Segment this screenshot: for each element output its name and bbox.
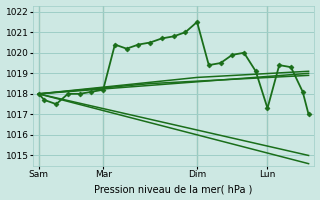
X-axis label: Pression niveau de la mer( hPa ): Pression niveau de la mer( hPa ) xyxy=(94,184,253,194)
